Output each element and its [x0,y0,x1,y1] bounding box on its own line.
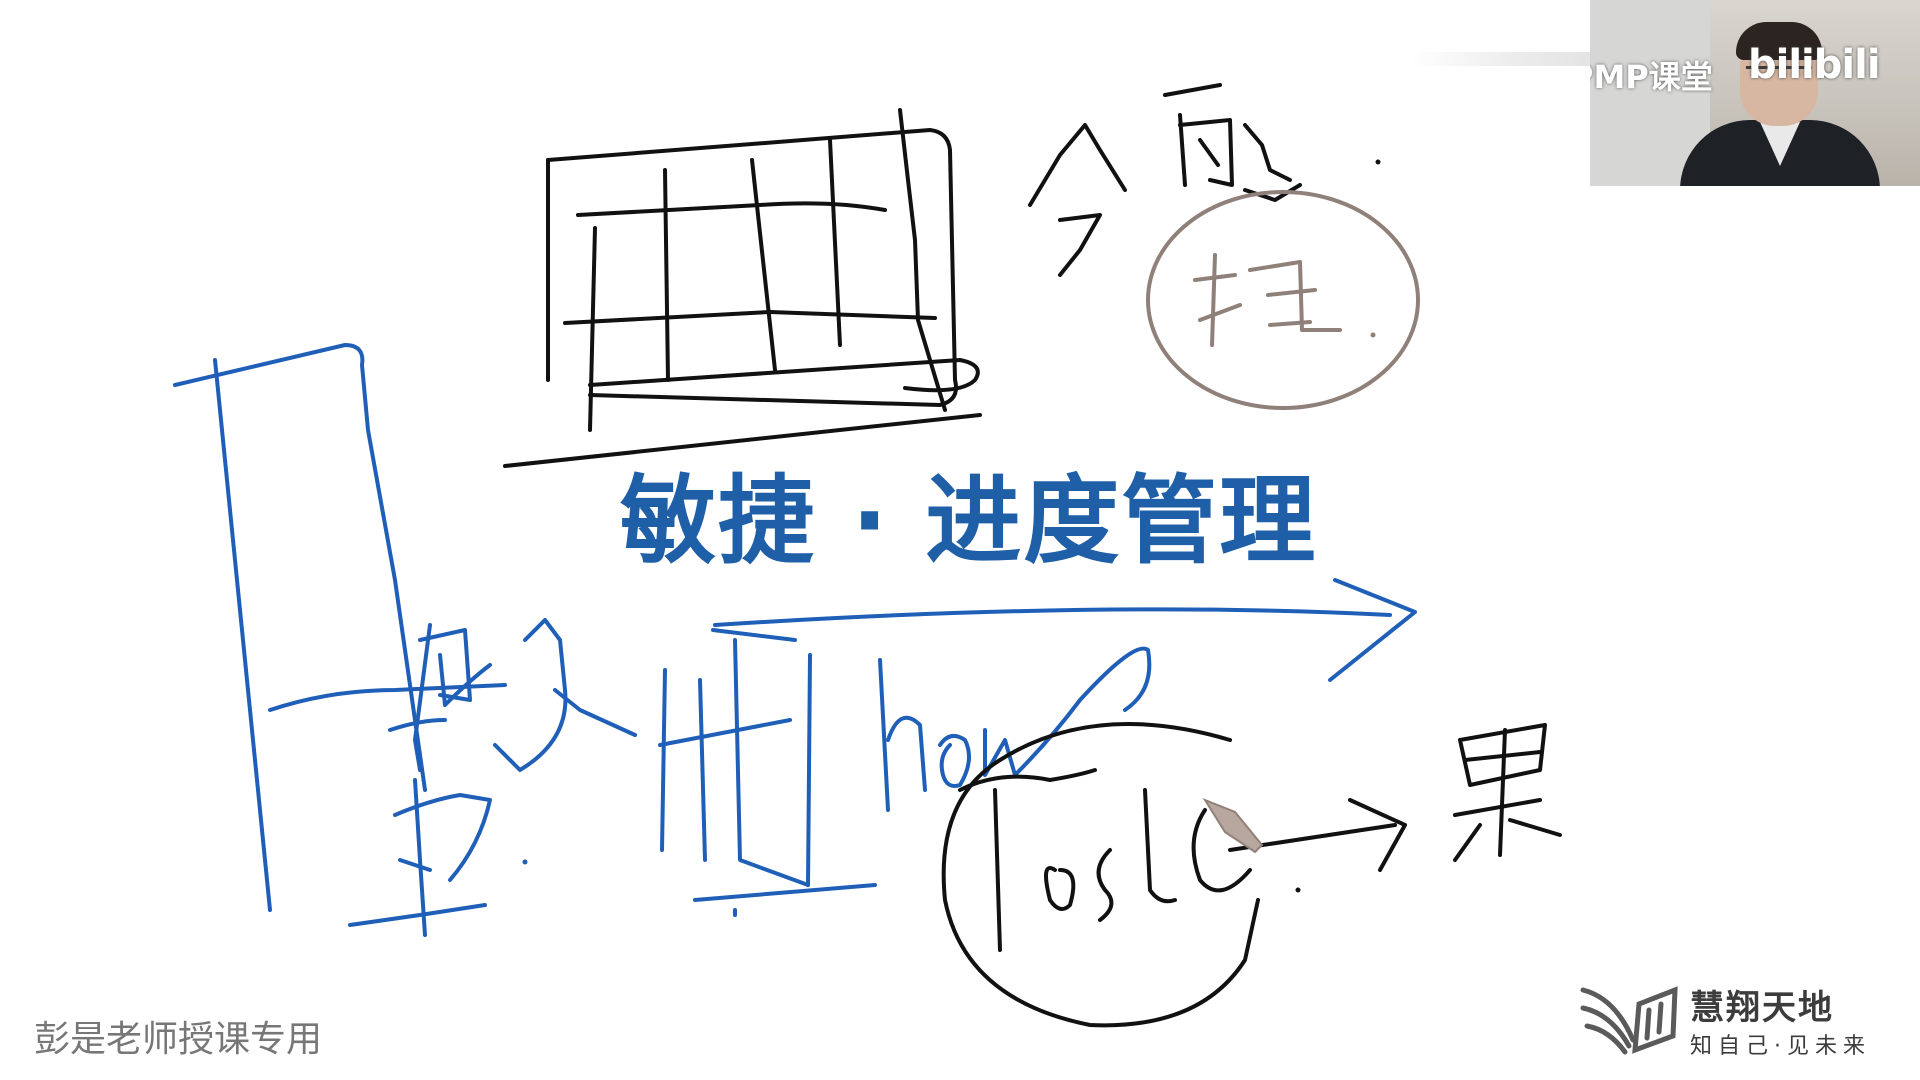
bilibili-logo: bilibili [1748,42,1881,88]
company-slogan: 知自己·见未来 [1690,1034,1871,1059]
company-logo: 慧翔天地 知自己·见未来 [1575,978,1875,1059]
faint-caption-strip [1410,52,1590,66]
presenter-hair [1736,22,1822,60]
black-note-fenpei [1028,83,1381,277]
black-tools-note [941,722,1562,1028]
book-wings-icon [1580,986,1678,1055]
gray-circled-character [1146,190,1420,410]
presenter-glasses [1746,66,1812,83]
black-grid-sketch [503,108,982,468]
instructor-watermark: 彭是老师授课专用 [34,1019,323,1060]
slide-title: 敏捷 · 进度管理 [620,465,1318,577]
company-name: 慧翔天地 [1690,988,1834,1028]
pen-cursor-icon [1202,797,1264,854]
webcam-overlay: PMP课堂 bilibili [1590,0,1920,186]
blue-sketches [173,343,1417,937]
webcam-caption: PMP课堂 [1590,58,1713,96]
